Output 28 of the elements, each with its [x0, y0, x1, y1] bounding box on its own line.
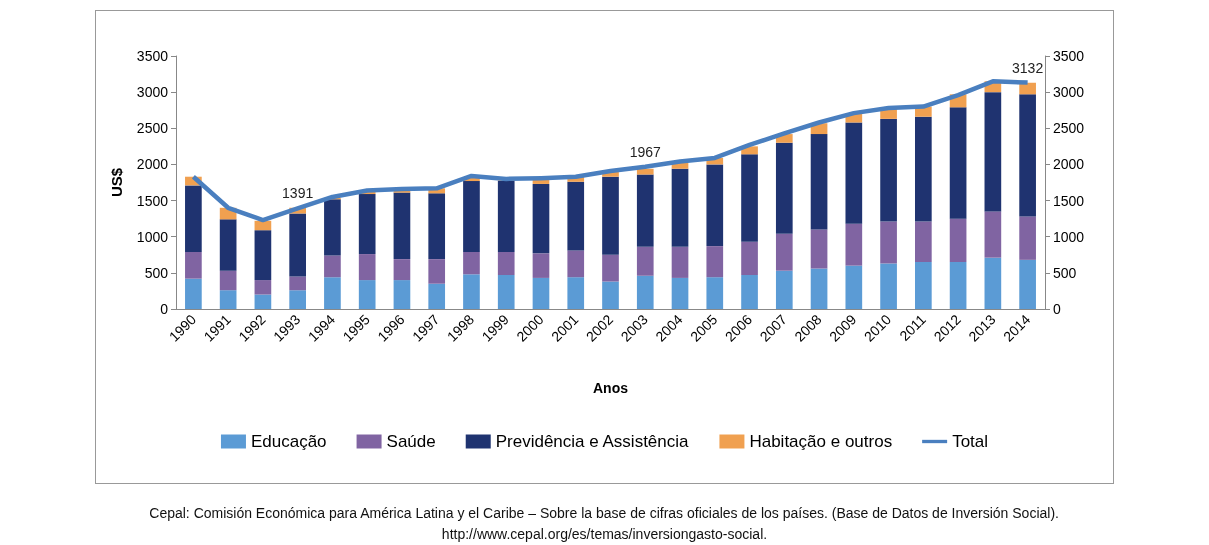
- x-axis-title: Anos: [593, 380, 629, 396]
- data-label: 1967: [629, 143, 662, 160]
- legend-label: Habitação e outros: [749, 432, 893, 451]
- y2-tick-label: 3000: [1053, 84, 1085, 101]
- y2-tick-label: 2500: [1053, 120, 1085, 137]
- y-tick-label: 500: [144, 264, 169, 281]
- y-tick-label: 3000: [136, 84, 169, 101]
- y-tick-label: 1000: [136, 228, 169, 245]
- legend-label: Saúde: [386, 432, 436, 451]
- y-tick-label: 0: [160, 301, 169, 317]
- y-tick-label: 2000: [136, 156, 169, 173]
- text: Cepal: Comisión Económica para América Latina y el Caribe – Sobre la base de cifras oficiales de los países. (Base de Datos de Inversión Social).: [149, 505, 1059, 521]
- y2-tick-label: 3500: [1053, 48, 1085, 64]
- data-label: 1391: [282, 185, 314, 202]
- y2-tick-label: 1500: [1053, 192, 1085, 209]
- y-tick-label: 1500: [136, 192, 169, 209]
- y2-tick-label: 2000: [1053, 156, 1085, 173]
- data-label: 3132: [1012, 59, 1044, 76]
- legend-label: Previdência e Assistência: [495, 432, 690, 451]
- legend-label: Educação: [250, 432, 327, 451]
- y-axis-title: US$: [108, 167, 125, 198]
- y2-tick-label: 500: [1053, 264, 1077, 281]
- y2-tick-label: 1000: [1053, 228, 1085, 245]
- y-tick-label: 3500: [136, 48, 169, 64]
- y-tick-label: 2500: [136, 120, 169, 137]
- text: http://www.cepal.org/es/temas/inversiongasto-social.: [441, 526, 768, 542]
- y2-tick-label: 0: [1053, 301, 1061, 317]
- legend-label: Total: [952, 432, 989, 451]
